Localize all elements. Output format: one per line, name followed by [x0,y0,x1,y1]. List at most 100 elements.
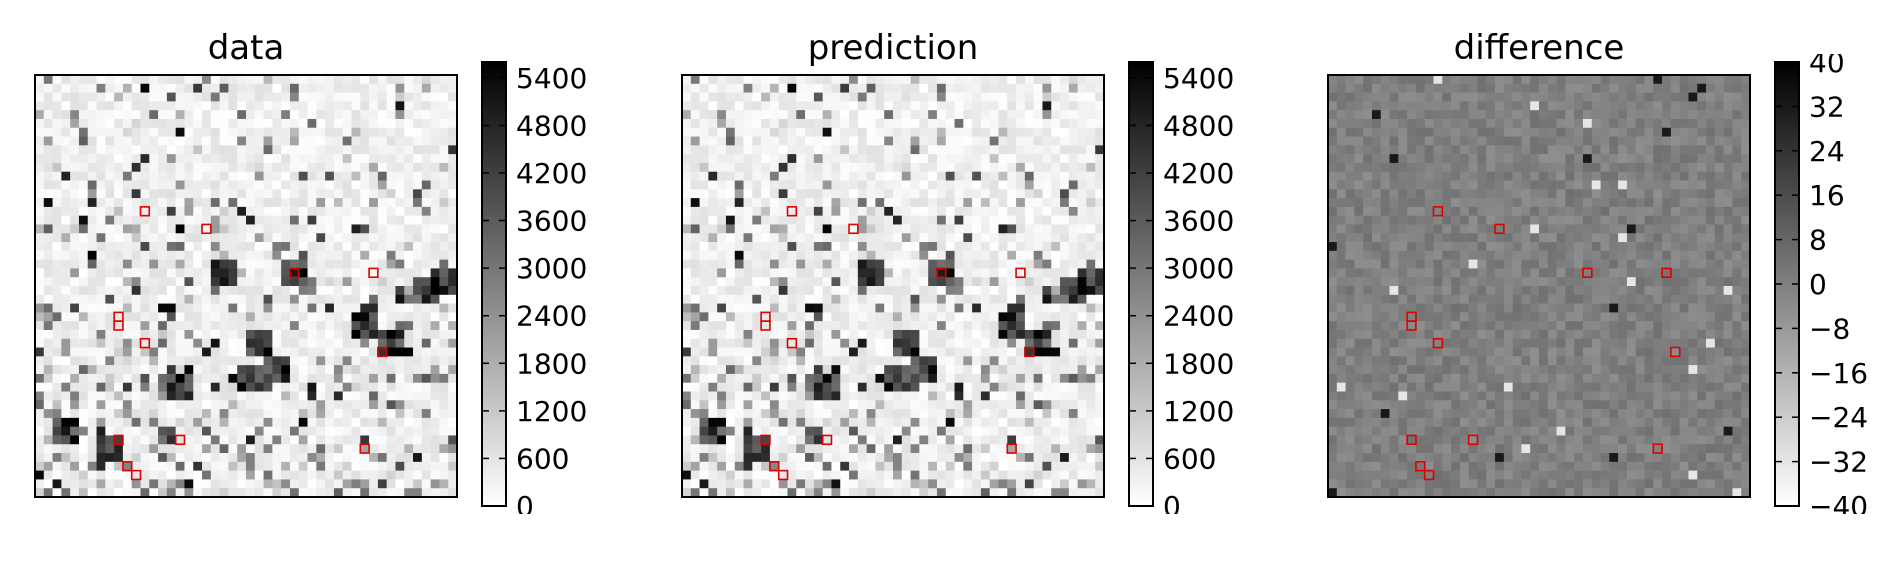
heatmap-cell [52,145,62,155]
heatmap-cell [307,136,317,146]
heatmap-cell [61,417,71,427]
heatmap-cell [140,110,150,120]
heatmap-cell [61,83,71,93]
heatmap-cell [246,180,256,190]
heatmap-cell [70,479,80,489]
heatmap-cell [413,101,423,111]
heatmap-cell [430,321,440,331]
heatmap-cell [1688,101,1698,111]
heatmap-cell [430,286,440,296]
heatmap-cell [43,171,53,181]
heatmap-cell [831,356,841,366]
heatmap-cell [246,347,256,357]
heatmap-cell [1007,242,1017,252]
heatmap-cell [386,118,396,129]
heatmap-cell [699,118,709,129]
heatmap-cell [866,470,876,480]
heatmap-cell [140,461,150,471]
heatmap-cell [219,479,229,489]
heatmap-cell [998,206,1008,216]
heatmap-cell [708,400,718,410]
heatmap-cell [708,470,718,480]
heatmap-cell [752,250,762,260]
heatmap-cell [682,136,692,146]
heatmap-cell [1574,92,1584,102]
heatmap-cell [901,461,911,471]
heatmap-cell [725,347,736,357]
heatmap-cell [919,101,929,111]
heatmap-cell [281,373,291,384]
heatmap-cell [298,250,308,260]
heatmap-cell [1670,118,1680,129]
heatmap-cell [1574,101,1584,111]
heatmap-cell [1486,83,1496,93]
heatmap-cell [52,198,62,208]
heatmap-cell [936,242,947,252]
heatmap-cell [936,118,947,129]
heatmap-cell [360,101,370,111]
heatmap-cell [910,101,920,111]
heatmap-cell [963,444,973,454]
heatmap-cell [699,250,709,260]
heatmap-cell [787,409,797,419]
heatmap-cell [866,277,876,287]
heatmap-cell [998,268,1008,278]
heatmap-cell [1679,101,1689,111]
heatmap-cell [35,136,45,146]
heatmap-cell [166,347,176,357]
heatmap-cell [386,453,396,463]
heatmap-cell [980,180,991,190]
heatmap-cell [342,294,352,304]
heatmap-cell [972,268,982,278]
heatmap-cell [43,162,53,173]
source-marker [359,443,370,454]
heatmap-cell [805,92,815,102]
heatmap-cell [87,277,97,287]
heatmap-cell [369,453,379,463]
heatmap-cell [1016,75,1026,85]
heatmap-cell [202,356,212,366]
heatmap-cell [849,75,859,85]
heatmap-cell [1095,400,1105,410]
heatmap-cell [316,470,326,480]
heatmap-cell [1095,435,1105,445]
heatmap-cell [989,189,999,199]
heatmap-cell [954,250,964,260]
heatmap-cell [822,286,832,296]
heatmap-cell [281,233,291,243]
heatmap-cell [421,347,431,357]
heatmap-cell [989,259,999,269]
heatmap-cell [228,127,238,137]
heatmap-cell [734,180,744,190]
heatmap-cell [1024,470,1034,480]
heatmap-cell [708,136,718,146]
heatmap-cell [884,382,894,392]
heatmap-cell [289,215,300,225]
heatmap-cell [1095,215,1105,225]
heatmap-cell [175,338,185,348]
heatmap-cell [998,312,1008,322]
heatmap-cell [448,338,458,348]
heatmap-cell [778,417,788,427]
heatmap-cell [254,110,264,120]
heatmap-cell [122,83,133,93]
heatmap-cell [298,444,308,454]
heatmap-cell [166,92,176,102]
heatmap-cell [901,338,911,348]
heatmap-cell [369,479,379,489]
heatmap-cell [210,233,220,243]
heatmap-cell [682,171,692,181]
heatmap-cell [307,303,317,313]
heatmap-cell [936,294,947,304]
heatmap-cell [1512,110,1522,120]
heatmap-cell [122,347,133,357]
heatmap-cell [919,171,929,181]
heatmap-cell [796,180,806,190]
heatmap-cell [184,479,194,489]
heatmap-cell [202,417,212,427]
heatmap-cell [228,189,238,199]
heatmap-cell [989,391,999,401]
heatmap-cell [219,347,229,357]
heatmap-cell [972,470,982,480]
heatmap-cell [875,409,885,419]
